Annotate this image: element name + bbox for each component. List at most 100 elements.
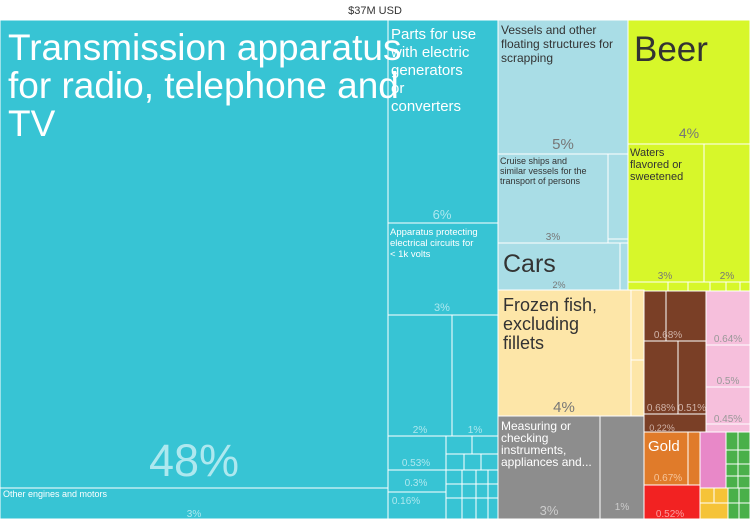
label-vessels-scrapping: Vessels and other floating structures for… [501, 23, 613, 65]
tile-lightblue-small [607, 238, 629, 244]
pink-045-share: 0.45% [714, 414, 742, 425]
teal-2-share: 2% [413, 425, 428, 436]
tile-green [725, 449, 739, 465]
tile-waters-flavored [627, 143, 705, 283]
tile-teal-small [480, 453, 499, 471]
tile-green [727, 487, 740, 504]
tile-teal-small [475, 469, 489, 485]
tile-lime-small [667, 281, 689, 292]
tile-teal-small [475, 483, 489, 499]
label-measuring: Measuring or checking instruments, applianc… [501, 419, 592, 469]
tile-green [738, 502, 750, 520]
apparatus-protecting-share: 3% [434, 302, 450, 314]
tile-orange-small [687, 431, 701, 486]
tile-other-engines [0, 487, 389, 520]
tile-cars [497, 242, 621, 291]
tile-teal-small [445, 435, 473, 455]
cruise-ships-share: 3% [546, 232, 561, 243]
tile-teal-1 [451, 314, 499, 437]
vessels-scrapping-share: 5% [552, 136, 574, 153]
tile-teal-small [445, 453, 465, 471]
tile-teal-small [487, 483, 499, 499]
tile-violet [699, 431, 727, 489]
tile-green [738, 487, 750, 504]
teal-053-share: 0.53% [402, 458, 430, 469]
teal-016-share: 0.16% [392, 496, 420, 507]
chart-title: $37M USD [348, 5, 402, 17]
pink-05-share: 0.5% [717, 376, 740, 387]
label-apparatus-protecting: Apparatus protecting electrical circuits … [390, 227, 478, 260]
tile-brown-small [665, 290, 707, 342]
measuring-share: 3% [540, 503, 559, 518]
cars-share: 2% [552, 280, 565, 290]
tile-teal-small [475, 497, 489, 520]
treemap-labels: Transmission apparatus for radio, telepho… [3, 23, 742, 520]
tile-green [725, 431, 739, 451]
tile-frozen-fish [497, 289, 632, 417]
tile-cream-small [630, 289, 645, 361]
tile-green [725, 463, 739, 477]
tile-pink-064 [705, 290, 750, 346]
label-gold: Gold [648, 438, 680, 455]
label-other-engines: Other engines and motors [3, 489, 108, 499]
tile-teal-small [445, 469, 463, 485]
teal-03-share: 0.3% [405, 478, 428, 489]
tile-apparatus-protecting [387, 222, 499, 316]
teal-1-share: 1% [468, 425, 483, 436]
label-frozen-fish: Frozen fish, excluding fillets [503, 295, 597, 353]
tile-teal-small [471, 435, 499, 455]
brown-068a-share: 0.68% [654, 330, 682, 341]
brown-068b-share: 0.68% [647, 403, 675, 414]
treemap-tiles [0, 19, 750, 520]
tile-pink-small [705, 423, 750, 433]
frozen-fish-share: 4% [553, 399, 575, 416]
tile-lightblue-small [607, 153, 629, 240]
waters-flavored-share: 3% [658, 271, 673, 282]
gold-share: 0.67% [654, 473, 682, 484]
tile-gold [643, 431, 689, 486]
label-beer: Beer [634, 30, 708, 69]
label-transmission: Transmission apparatus for radio, telepho… [8, 27, 401, 144]
tile-teal-small [461, 497, 477, 520]
transmission-share: 48% [149, 435, 239, 486]
tile-teal-016 [387, 491, 447, 520]
parts-electric-share: 6% [433, 207, 452, 222]
tile-lime-2 [703, 143, 750, 283]
tile-teal-small [463, 453, 482, 471]
tile-lightblue-small [619, 242, 629, 291]
tile-yellow [699, 487, 715, 504]
red-052-share: 0.52% [656, 509, 684, 520]
tile-teal-2 [387, 314, 453, 437]
tile-green [737, 475, 750, 489]
tile-teal-small [445, 497, 463, 520]
label-parts-electric: Parts for use with electric generators or co… [390, 26, 476, 115]
tile-teal-small [445, 483, 463, 499]
tile-teal-small [487, 469, 499, 485]
beer-share: 4% [679, 125, 699, 141]
tile-teal-small [461, 469, 477, 485]
pink-064-share: 0.64% [714, 334, 742, 345]
tile-teal-small [487, 497, 499, 520]
tile-yellow [699, 502, 729, 520]
tile-green [737, 463, 750, 477]
brown-051-share: 0.51% [678, 403, 706, 414]
brown-022-share: 0.22% [649, 423, 675, 433]
tile-beer [627, 19, 750, 145]
tile-lime-small [687, 281, 711, 292]
tile-green [737, 449, 750, 465]
other-engines-share: 3% [187, 509, 202, 520]
gray-1-share: 1% [615, 502, 630, 513]
tile-lime-small [709, 281, 727, 292]
label-waters-flavored: Waters flavored or sweetened [630, 147, 683, 183]
tile-cream-small [630, 359, 645, 417]
label-cars: Cars [503, 250, 556, 278]
tile-green [725, 475, 739, 489]
tile-transmission [0, 19, 389, 489]
tile-lime-small [725, 281, 741, 292]
lime-2-share: 2% [720, 271, 735, 282]
tile-teal-small [461, 483, 477, 499]
tile-measuring [497, 415, 601, 520]
tile-pink-045 [705, 386, 750, 425]
tile-green [737, 431, 750, 451]
